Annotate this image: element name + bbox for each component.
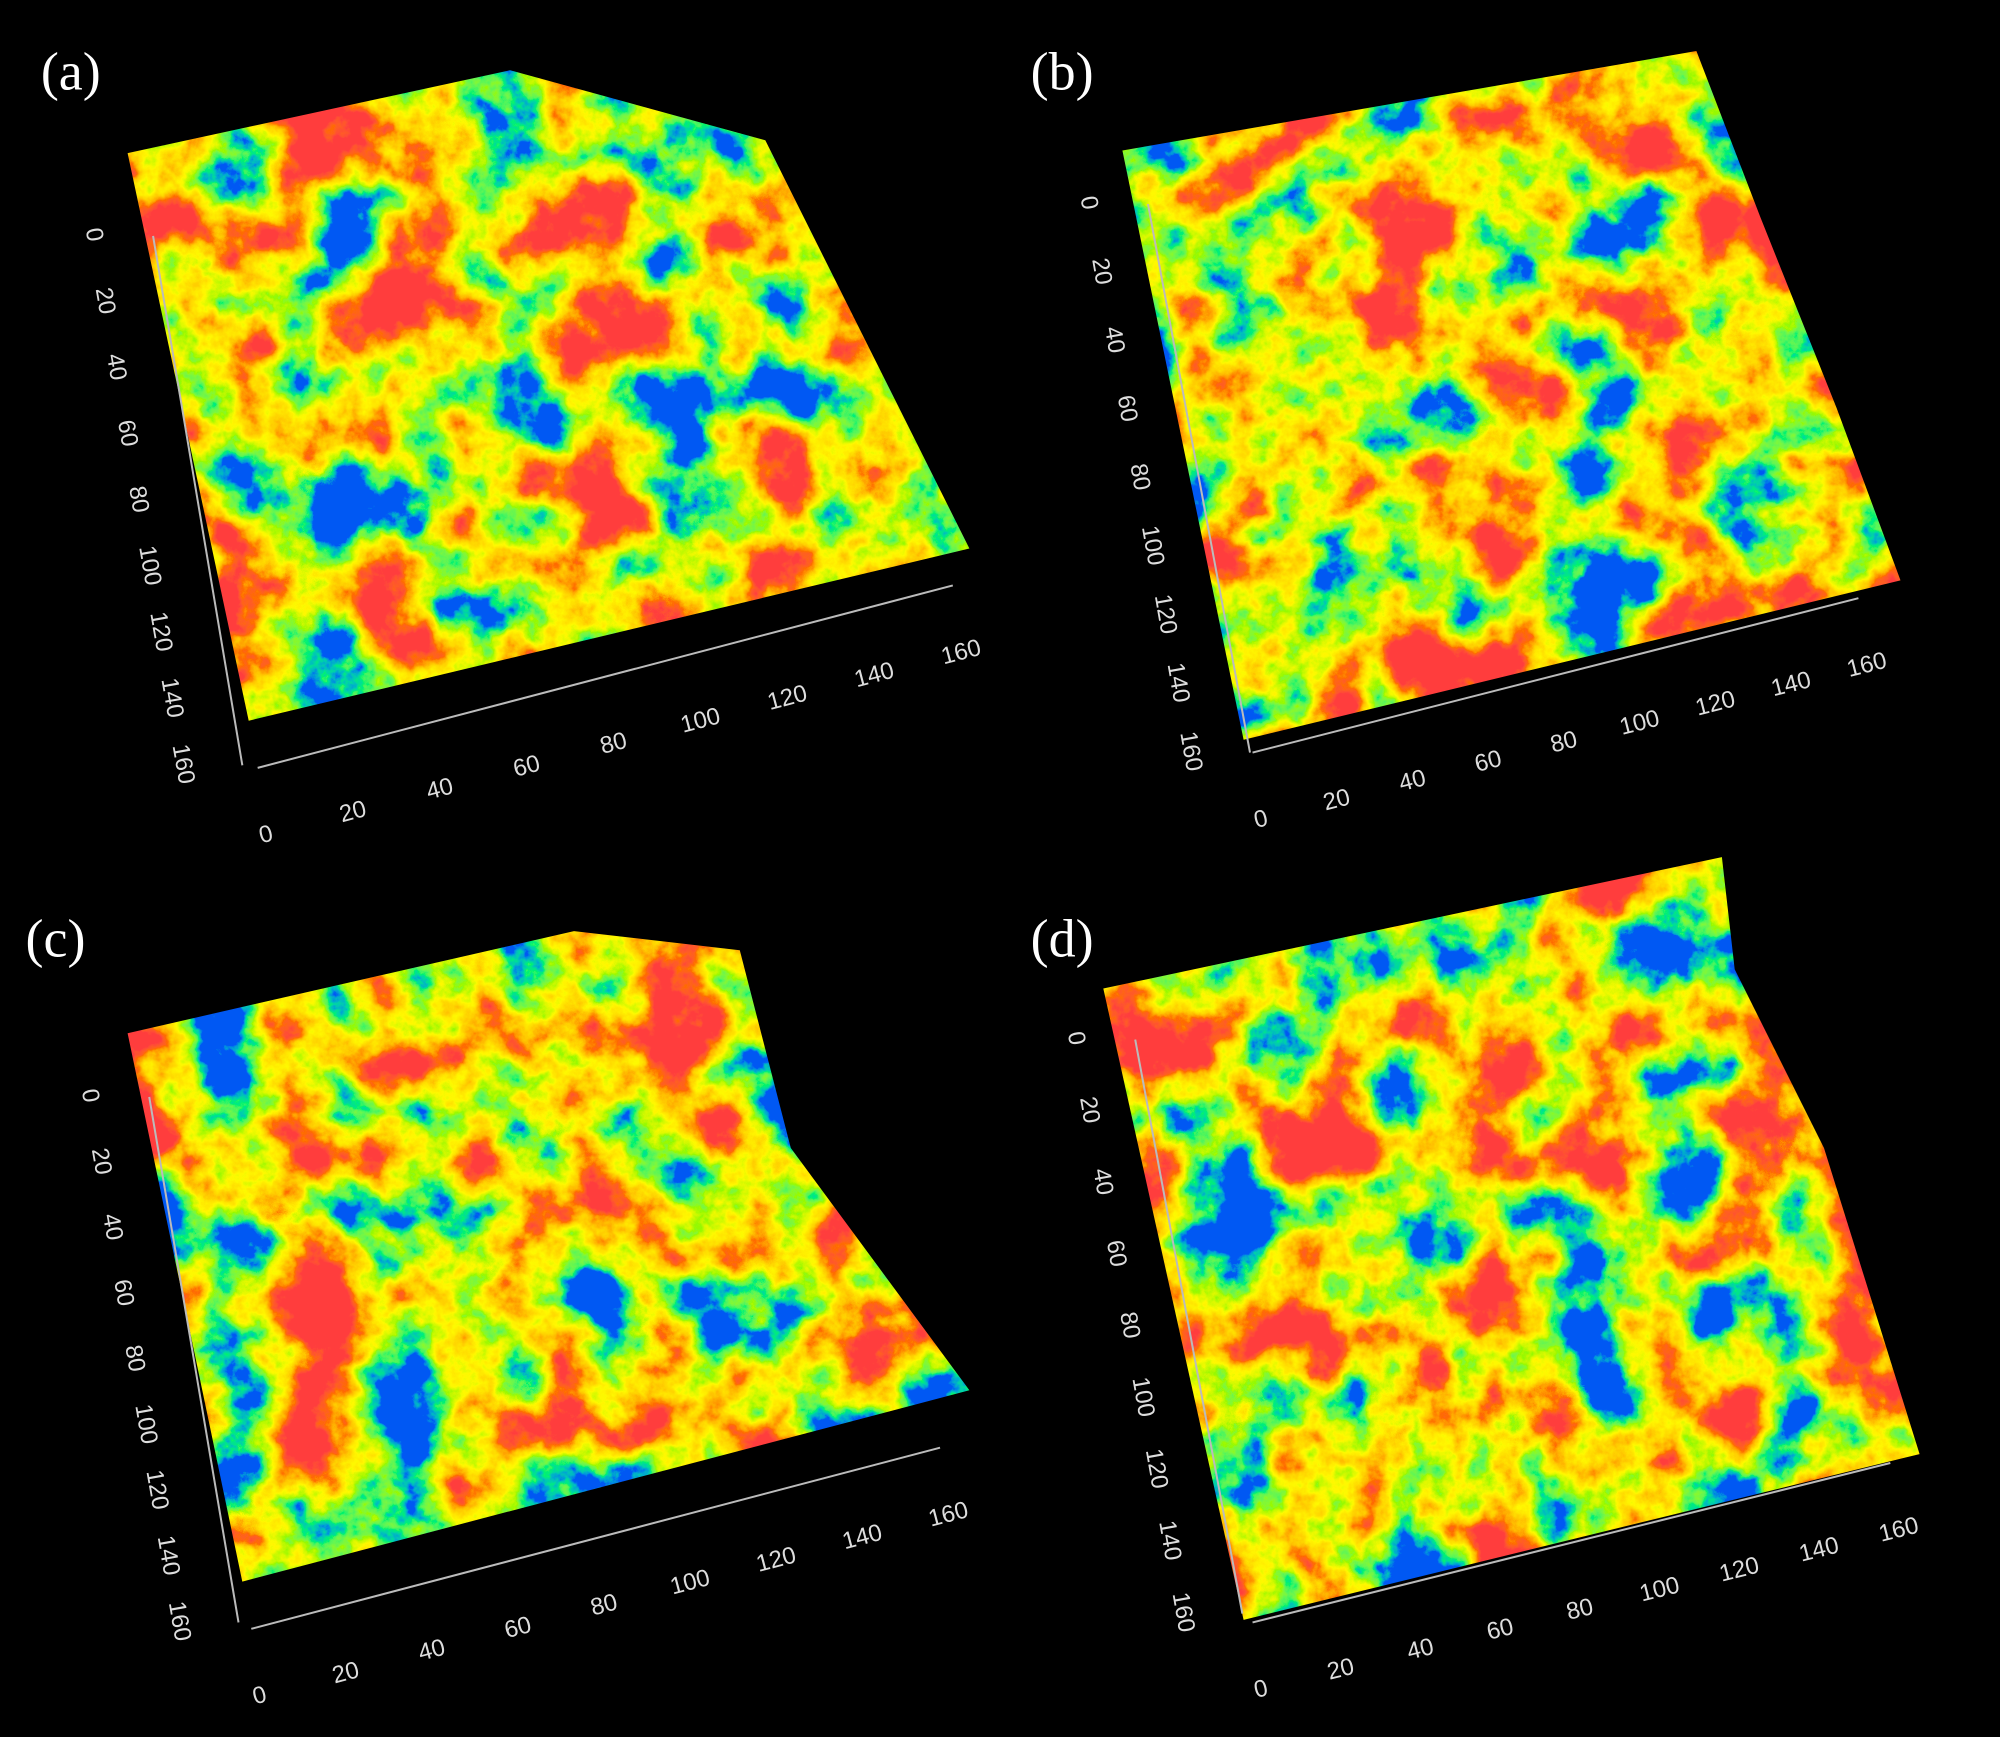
- x-tick-label: 40: [415, 1634, 448, 1667]
- x-tick-label: 80: [597, 727, 630, 760]
- panel-label: (d): [1031, 909, 1094, 969]
- x-tick-label: 80: [1564, 1593, 1596, 1626]
- x-tick-label: 60: [510, 750, 543, 783]
- y-tick-label: 20: [86, 1146, 117, 1177]
- panel-label: (c): [26, 909, 86, 969]
- x-tick-label: 40: [1396, 764, 1429, 797]
- y-tick-label: 20: [90, 285, 121, 316]
- x-tick-label: 0: [256, 820, 276, 850]
- x-tick-label: 0: [250, 1681, 270, 1711]
- panel-label: (a): [41, 41, 101, 101]
- x-tick-label: 40: [423, 773, 456, 806]
- x-tick-label: 20: [337, 795, 370, 828]
- y-tick-label: 80: [1124, 462, 1155, 493]
- x-axis-line: [251, 1446, 941, 1630]
- y-axis-line: [1146, 203, 1251, 753]
- x-tick-label: 20: [1324, 1653, 1356, 1686]
- y-tick-label: 40: [1087, 1166, 1118, 1197]
- y-tick-label: 80: [123, 484, 154, 515]
- x-axis-line: [1252, 1462, 1891, 1624]
- x-tick-label: 80: [588, 1589, 621, 1622]
- x-tick-label: 80: [1548, 726, 1581, 759]
- y-axis-line: [148, 1096, 240, 1623]
- y-tick-label: 40: [1099, 324, 1130, 355]
- y-tick-label: 80: [1114, 1310, 1145, 1341]
- x-tick-label: 60: [1472, 745, 1505, 778]
- panel-label: (b): [1031, 41, 1094, 101]
- x-tick-label: 0: [1251, 805, 1271, 834]
- x-axis-line: [1252, 597, 1859, 754]
- y-tick-label: 0: [1062, 1029, 1091, 1047]
- y-axis-line: [1134, 1039, 1244, 1614]
- x-tick-label: 40: [1404, 1633, 1436, 1666]
- y-tick-label: 60: [1112, 393, 1143, 424]
- x-tick-label: 20: [329, 1656, 362, 1689]
- y-tick-label: 0: [1075, 194, 1104, 212]
- y-tick-label: 60: [108, 1277, 139, 1308]
- x-tick-label: 60: [1484, 1613, 1516, 1646]
- y-tick-label: 0: [76, 1087, 105, 1105]
- y-tick-label: 40: [97, 1212, 128, 1243]
- x-tick-label: 0: [1251, 1674, 1270, 1703]
- x-tick-label: 20: [1320, 784, 1353, 817]
- y-axis-line: [152, 235, 244, 766]
- x-axis-line: [257, 584, 954, 769]
- y-tick-label: 60: [1101, 1238, 1132, 1269]
- y-tick-label: 20: [1086, 256, 1117, 287]
- y-tick-label: 40: [101, 352, 132, 383]
- y-tick-label: 0: [80, 226, 109, 244]
- x-tick-label: 60: [502, 1611, 535, 1644]
- y-tick-label: 20: [1074, 1094, 1105, 1125]
- y-tick-label: 60: [112, 418, 143, 449]
- y-tick-label: 80: [119, 1343, 150, 1374]
